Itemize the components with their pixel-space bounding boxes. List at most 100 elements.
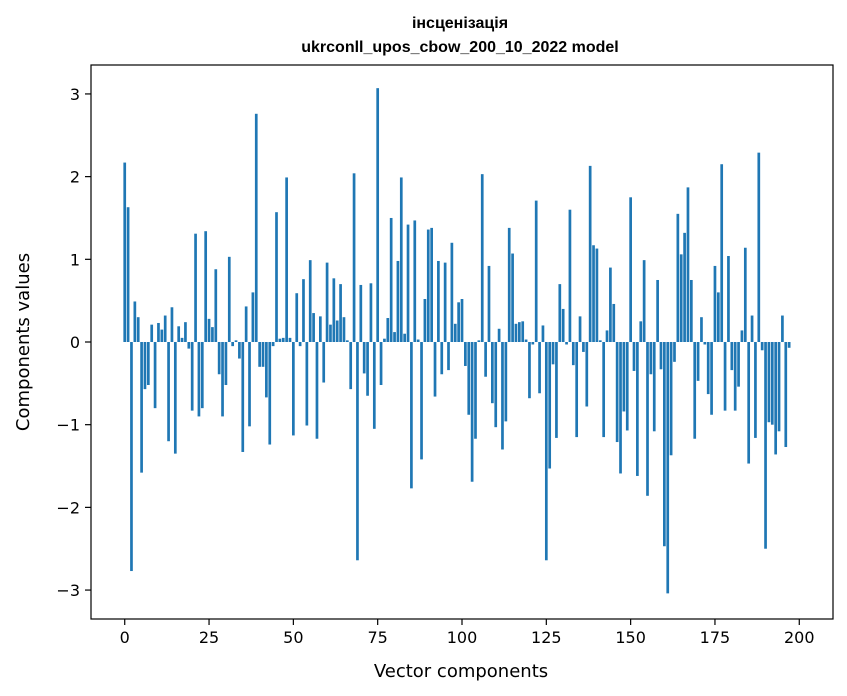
bar <box>146 342 150 385</box>
bar <box>170 307 174 342</box>
bar <box>238 342 241 359</box>
bar <box>636 342 639 476</box>
bar <box>464 342 467 366</box>
bar <box>528 342 531 399</box>
bar <box>555 342 558 438</box>
bar <box>339 284 342 342</box>
bar <box>187 342 191 349</box>
bar <box>227 256 231 342</box>
bar <box>784 342 788 448</box>
bar <box>356 342 359 561</box>
y-tick-label: 3 <box>70 85 80 104</box>
bar <box>295 293 299 342</box>
bar <box>403 333 407 342</box>
bar <box>592 245 595 342</box>
bar <box>393 332 396 342</box>
bar <box>754 342 757 438</box>
bar <box>349 342 353 390</box>
bar <box>491 342 494 404</box>
bar <box>676 213 680 342</box>
bar <box>329 324 332 342</box>
bar <box>383 338 386 342</box>
x-tick-label: 75 <box>368 628 388 647</box>
bar <box>764 342 767 549</box>
bar <box>497 328 501 342</box>
bar <box>730 342 734 371</box>
bar <box>177 326 181 342</box>
bar <box>619 342 622 474</box>
bar <box>285 177 288 342</box>
bar <box>362 342 366 374</box>
bar <box>690 279 693 342</box>
bar <box>136 317 140 342</box>
bar <box>781 315 784 342</box>
x-tick-label: 50 <box>283 628 303 647</box>
bar <box>204 231 208 342</box>
bar <box>413 220 417 342</box>
bar <box>693 342 697 439</box>
bar <box>632 342 636 371</box>
bar <box>484 342 487 377</box>
bar <box>582 342 585 352</box>
bar <box>649 342 653 375</box>
bar <box>760 342 764 351</box>
bar <box>302 279 305 342</box>
bar <box>551 342 555 365</box>
bar <box>629 197 632 342</box>
y-tick-label: 0 <box>70 333 80 352</box>
y-tick-label: 1 <box>70 250 80 269</box>
bar <box>386 318 390 342</box>
bar <box>747 342 751 464</box>
bar <box>231 342 235 347</box>
bar <box>200 342 204 409</box>
bar <box>281 337 285 342</box>
bar <box>453 323 457 342</box>
bar <box>703 342 707 345</box>
bar <box>767 342 771 423</box>
x-tick-label: 175 <box>700 628 731 647</box>
bar <box>325 262 329 342</box>
bar <box>433 342 437 397</box>
bar <box>133 301 137 342</box>
bar <box>366 342 369 396</box>
bar <box>565 342 568 345</box>
bar <box>258 342 261 367</box>
y-axis-label: Components values <box>13 253 34 431</box>
bar <box>679 254 683 342</box>
bar <box>544 342 548 561</box>
bar <box>271 342 275 347</box>
bar <box>713 265 717 342</box>
bar <box>440 342 444 375</box>
bar <box>568 209 572 342</box>
bar <box>706 342 710 395</box>
bar <box>157 322 160 342</box>
bar <box>777 342 781 432</box>
bar <box>308 260 312 342</box>
bar <box>666 342 670 594</box>
bar <box>261 342 265 367</box>
bar <box>585 342 589 407</box>
bar <box>757 152 761 342</box>
bar <box>575 342 579 438</box>
bar <box>224 342 228 385</box>
bar <box>410 342 413 489</box>
bar <box>774 342 778 455</box>
bar <box>443 262 447 342</box>
bar <box>534 200 538 342</box>
chart-title: інсценізація <box>412 15 508 32</box>
bar <box>416 339 420 342</box>
bar <box>743 247 747 342</box>
bar <box>737 342 740 387</box>
bar <box>143 342 147 390</box>
bar <box>372 342 376 429</box>
bar <box>241 342 245 452</box>
bar <box>571 342 575 366</box>
bar <box>696 342 700 381</box>
bar <box>194 233 197 342</box>
bar <box>710 342 713 415</box>
bar <box>420 342 423 460</box>
bar <box>265 342 268 398</box>
bar <box>663 342 666 547</box>
bar <box>332 278 336 342</box>
bar <box>447 342 450 371</box>
